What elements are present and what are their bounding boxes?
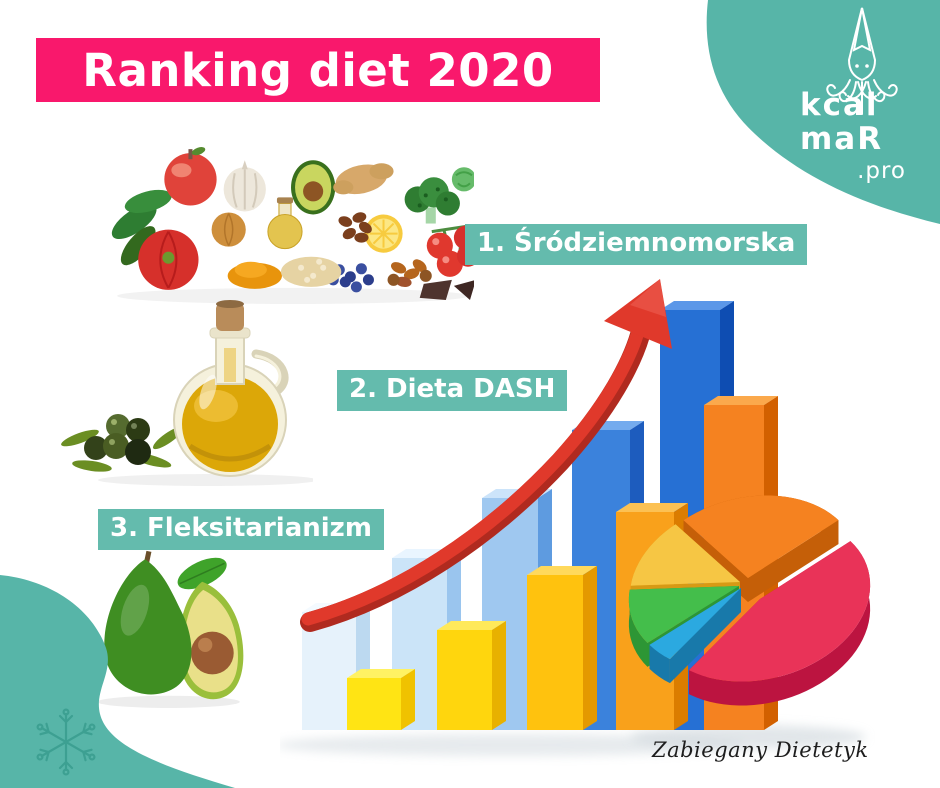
- brand-corner-blob: [706, 0, 940, 224]
- brand-wordmark: kcal maR .pro: [800, 88, 912, 186]
- oat-flakes: [280, 256, 342, 287]
- nuts-almonds: [387, 259, 432, 287]
- red-bell-pepper: [138, 229, 199, 290]
- small-oil-cruet: [267, 197, 303, 250]
- page-title: Ranking diet 2020: [36, 38, 600, 102]
- garlic: [223, 160, 266, 212]
- brand-line-mar: maR: [800, 121, 884, 157]
- squid-icon: [826, 7, 898, 115]
- dark-chocolate: [419, 279, 474, 300]
- snowflake-icon: [36, 708, 96, 776]
- avocado-leaf: [177, 557, 227, 590]
- olive-oil-image: [61, 300, 313, 486]
- ranking-label-3: 3. Fleksitarianizm: [98, 509, 384, 551]
- mediterranean-foods-image: [111, 147, 474, 304]
- citrus-slice: [364, 214, 403, 253]
- dates-beans: [338, 212, 372, 243]
- pie-chart-graphic: [628, 495, 871, 706]
- ranking-label-1: 1. Śródziemnomorska: [465, 224, 808, 266]
- avocado-half-small: [291, 160, 336, 215]
- avocado-half: [178, 581, 244, 700]
- olives: [84, 414, 151, 465]
- broccoli: [404, 177, 460, 224]
- oil-bottle: [173, 300, 289, 477]
- blob-shape: [706, 0, 940, 224]
- avocado-whole: [104, 550, 192, 695]
- spinach-leaves: [111, 189, 172, 266]
- bars-reflection: [280, 734, 745, 756]
- corner-blob-bottom-left: [0, 575, 235, 788]
- signature-text: Zabiegany Dietetyk: [652, 738, 869, 762]
- avocado-image: [97, 550, 244, 708]
- brussels-sprout: [451, 167, 474, 192]
- onion: [211, 212, 246, 247]
- brand-line-kcal: kcal: [800, 87, 879, 123]
- ginger-root: [333, 163, 394, 195]
- ranking-label-2: 2. Dieta DASH: [337, 370, 568, 412]
- turmeric-powder: [227, 261, 282, 289]
- growth-arrow-icon: [300, 279, 672, 632]
- blob-shape: [0, 575, 235, 788]
- growth-chart-graphic: [280, 279, 871, 756]
- pie-reflection: [630, 725, 866, 749]
- apple: [164, 147, 217, 206]
- brand-line-pro: .pro: [857, 158, 906, 184]
